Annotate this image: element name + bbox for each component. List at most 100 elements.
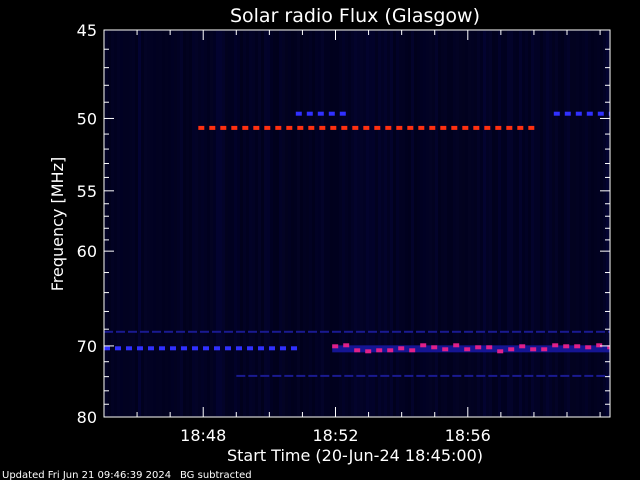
noise-streak	[522, 31, 525, 416]
noise-streak	[186, 31, 189, 416]
emission-band-segment	[104, 330, 113, 333]
emission-band-segment	[500, 330, 509, 333]
emission-band-segment	[416, 330, 425, 333]
emission-band-segment	[376, 348, 383, 353]
noise-streak	[162, 31, 165, 416]
chart-title: Solar radio Flux (Glasgow)	[230, 5, 480, 27]
noise-streak	[525, 31, 528, 416]
emission-band-segment	[418, 125, 425, 130]
noise-streak	[198, 31, 201, 416]
emission-band-segment	[560, 374, 570, 377]
noise-streak	[474, 31, 477, 416]
noise-streak	[117, 31, 120, 416]
noise-streak	[183, 31, 186, 416]
noise-streak	[507, 31, 510, 416]
emission-band-segment	[475, 345, 482, 350]
noise-streak	[546, 31, 549, 416]
emission-band-segment	[242, 125, 249, 130]
emission-band-halo	[332, 345, 610, 353]
noise-streak	[132, 31, 135, 416]
emission-band-segment	[181, 346, 187, 351]
emission-band-segment	[452, 374, 462, 377]
noise-streak	[438, 31, 441, 416]
noise-streak	[165, 31, 168, 416]
emission-band-segment	[116, 330, 125, 333]
emission-band-segment	[332, 330, 341, 333]
noise-streak	[168, 31, 171, 416]
emission-band-segment	[428, 330, 437, 333]
noise-streak	[576, 31, 579, 416]
noise-streak	[567, 31, 570, 416]
emission-band-segment	[607, 345, 610, 350]
emission-band-segment	[429, 125, 436, 130]
noise-streak	[354, 31, 357, 416]
emission-band-segment	[462, 125, 469, 130]
emission-band-segment	[500, 374, 510, 377]
emission-band-segment	[260, 374, 270, 377]
background-note: BG subtracted	[180, 470, 252, 480]
emission-band-segment	[404, 374, 414, 377]
noise-streak	[597, 31, 600, 416]
noise-streak	[348, 31, 351, 416]
emission-band-segment	[332, 344, 339, 349]
emission-band-segment	[363, 125, 370, 130]
noise-streak	[591, 31, 594, 416]
emission-band-segment	[247, 346, 253, 351]
noise-streak	[264, 31, 267, 416]
noise-streak	[501, 31, 504, 416]
emission-band-segment	[236, 330, 245, 333]
emission-band-segment	[128, 330, 137, 333]
noise-streak	[342, 31, 345, 416]
emission-band-segment	[220, 125, 227, 130]
noise-streak	[240, 31, 243, 416]
noise-streak	[234, 31, 237, 416]
emission-band-segment	[330, 125, 337, 130]
noise-streak	[363, 31, 366, 416]
emission-band-segment	[536, 330, 545, 333]
noise-streak	[297, 31, 300, 416]
emission-band-segment	[464, 330, 473, 333]
noise-streak	[300, 31, 303, 416]
noise-streak	[564, 31, 567, 416]
noise-streak	[243, 31, 246, 416]
emission-band-segment	[398, 346, 405, 351]
noise-streak	[588, 31, 591, 416]
plot-background	[104, 30, 610, 417]
y-tick-label: 60	[77, 242, 97, 261]
emission-band-segment	[188, 330, 197, 333]
noise-streak	[420, 31, 423, 416]
emission-band-segment	[564, 111, 571, 116]
noise-streak	[411, 31, 414, 416]
noise-streak	[528, 31, 531, 416]
noise-streak	[426, 31, 429, 416]
noise-streak	[360, 31, 363, 416]
emission-band-segment	[248, 374, 258, 377]
emission-band-segment	[476, 330, 485, 333]
noise-streak	[252, 31, 255, 416]
noise-streak	[258, 31, 261, 416]
emission-band-segment	[440, 125, 447, 130]
emission-band-segment	[385, 125, 392, 130]
emission-band-segment	[286, 125, 293, 130]
noise-streak	[447, 31, 450, 416]
noise-streak	[171, 31, 174, 416]
noise-streak	[600, 31, 603, 416]
noise-streak	[249, 31, 252, 416]
noise-streak	[540, 31, 543, 416]
noise-streak	[144, 31, 147, 416]
noise-streak	[321, 31, 324, 416]
emission-band-segment	[164, 330, 173, 333]
emission-band-segment	[212, 330, 221, 333]
emission-band-segment	[308, 125, 315, 130]
emission-band-segment	[392, 374, 402, 377]
emission-band-segment	[574, 344, 581, 349]
noise-streak	[399, 31, 402, 416]
emission-band-segment	[440, 330, 449, 333]
emission-bands	[104, 111, 610, 377]
noise-streak	[288, 31, 291, 416]
emission-band-segment	[387, 348, 394, 353]
emission-band-segment	[451, 125, 458, 130]
noise-streak	[459, 31, 462, 416]
noise-streak	[189, 31, 192, 416]
emission-band-segment	[176, 330, 185, 333]
